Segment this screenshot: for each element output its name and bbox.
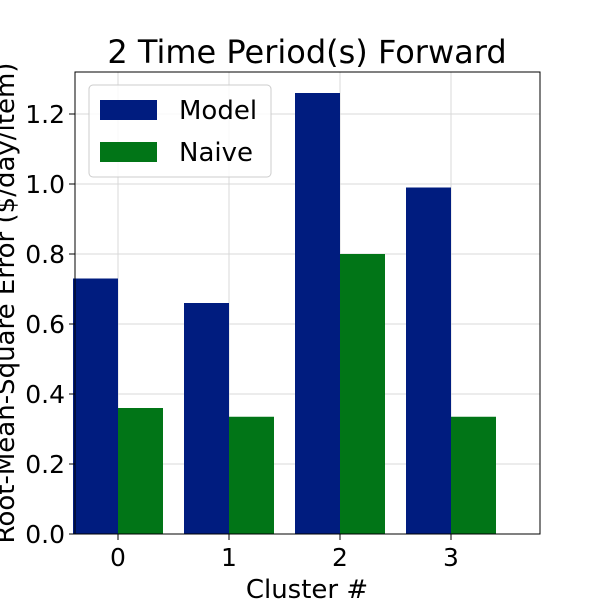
y-tick-label: 0.6 xyxy=(25,310,65,339)
legend: Model Naive xyxy=(88,84,272,178)
bar-model-cluster-1 xyxy=(184,303,229,534)
chart-title: 2 Time Period(s) Forward xyxy=(107,33,506,71)
x-tick-label: 2 xyxy=(332,543,348,572)
y-axis-ticks: 0.0 0.2 0.4 0.6 0.8 1.0 1.2 xyxy=(25,100,75,549)
y-axis-label: Root-Mean-Square Error ($/day/item) xyxy=(0,63,21,544)
bar-model-cluster-0 xyxy=(73,278,118,534)
y-tick-label: 0.8 xyxy=(25,240,65,269)
bar-model-cluster-3 xyxy=(406,187,451,534)
y-tick-label: 0.2 xyxy=(25,450,65,479)
legend-swatch-model xyxy=(100,100,157,120)
plot-area-frame xyxy=(74,71,541,535)
y-tick-label: 1.2 xyxy=(25,100,65,129)
y-tick-label: 0.0 xyxy=(25,520,65,549)
legend-label-naive: Naive xyxy=(179,138,253,168)
legend-swatch-naive xyxy=(100,142,157,162)
x-axis-ticks: 0 1 2 3 xyxy=(110,534,459,572)
x-tick-label: 3 xyxy=(443,543,459,572)
bar-model-cluster-2 xyxy=(295,93,340,534)
x-axis-label: Cluster # xyxy=(246,575,368,600)
bar-naive-cluster-2 xyxy=(340,254,385,534)
bars xyxy=(73,93,496,534)
y-tick-label: 1.0 xyxy=(25,170,65,199)
bar-naive-cluster-1 xyxy=(229,416,274,534)
x-tick-label: 0 xyxy=(110,543,126,572)
bar-naive-cluster-0 xyxy=(118,408,163,534)
bar-naive-cluster-3 xyxy=(451,416,496,534)
legend-label-model: Model xyxy=(179,96,257,126)
y-tick-label: 0.4 xyxy=(25,380,65,409)
x-tick-label: 1 xyxy=(221,543,237,572)
